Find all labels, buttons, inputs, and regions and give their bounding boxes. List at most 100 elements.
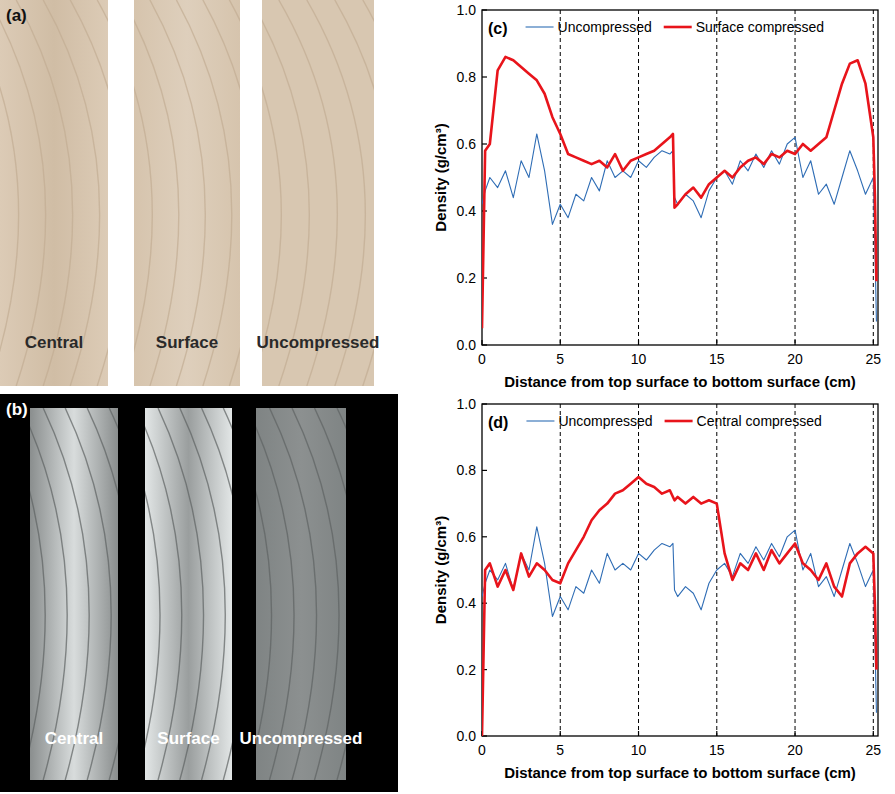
x-tick-label: 25 [866, 351, 882, 367]
grain-line [262, 0, 309, 386]
series-group [482, 57, 876, 328]
legend-label: Central compressed [697, 413, 822, 429]
grid-line [795, 404, 796, 736]
grain-line [158, 408, 203, 780]
grain-line [145, 408, 182, 780]
y-tick-label: 0.6 [457, 136, 477, 152]
y-tick-label: 0.6 [457, 529, 477, 545]
grain-line [43, 0, 99, 386]
grain-line [270, 408, 317, 780]
y-tick-label: 1.0 [457, 2, 477, 18]
grain-line [134, 0, 179, 386]
grain-line [65, 408, 111, 780]
legend-swatch [665, 420, 693, 423]
legend-swatch [526, 26, 554, 27]
grain-line [70, 0, 108, 386]
grain-line [279, 0, 338, 386]
grain-line [203, 0, 240, 386]
grain-line [335, 0, 374, 386]
x-tick [794, 731, 795, 736]
chart: 05101520250.00.20.40.60.81.0(c)Uncompres… [432, 2, 881, 390]
grain-line [223, 408, 232, 780]
grid-line [795, 10, 796, 345]
panel-letter: (d) [488, 414, 508, 431]
grain-line [363, 0, 374, 386]
grain-line [150, 0, 205, 386]
series-line [482, 477, 876, 736]
photo-panel: Central Surface Uncompressed (a) [0, 0, 449, 386]
panel-letter: (b) [6, 400, 28, 419]
grain-line [87, 408, 118, 780]
grain-line [180, 408, 225, 780]
legend-label: Surface compressed [696, 19, 824, 35]
x-tick [873, 340, 874, 345]
x-tick [716, 731, 717, 736]
grid-line [560, 10, 561, 345]
photo-background [0, 394, 398, 792]
legend-swatch [664, 26, 692, 29]
x-tick-label: 10 [631, 742, 647, 758]
grain-line [97, 0, 108, 386]
grain-line [256, 408, 294, 780]
x-tick-label: 0 [478, 351, 486, 367]
x-tick [716, 340, 717, 345]
x-tick-label: 0 [478, 742, 486, 758]
grain-line [337, 408, 346, 780]
legend-label: Uncompressed [558, 413, 652, 429]
grain-line [0, 0, 46, 386]
grain-group [256, 408, 346, 780]
y-tick [482, 536, 487, 537]
y-tick [482, 143, 487, 144]
grain-line [292, 408, 339, 780]
x-tick-label: 10 [631, 351, 647, 367]
grain-line [307, 0, 366, 386]
y-tick-label: 0.8 [457, 69, 477, 85]
grain-group [134, 0, 240, 386]
y-tick-label: 0.8 [457, 462, 477, 478]
series-line [482, 134, 876, 322]
x-tick-label: 20 [787, 742, 803, 758]
y-tick-label: 0.2 [457, 662, 477, 678]
x-axis-title: Distance from top surface to bottom surf… [504, 764, 856, 781]
x-tick-label: 25 [866, 742, 882, 758]
x-tick-label: 5 [556, 351, 564, 367]
photo-panel: CentralSurfaceUncompressed(b) [0, 394, 407, 792]
grain-group [262, 0, 374, 386]
legend-swatch [526, 420, 554, 421]
strip-label: Uncompressed [240, 729, 363, 748]
grain-group [30, 408, 118, 780]
series-group [482, 477, 876, 736]
y-tick [482, 470, 487, 471]
strip-label: Central [25, 333, 84, 352]
legend: UncompressedSurface compressed [526, 19, 825, 35]
grain-line [109, 408, 118, 780]
strip-label: Central [45, 729, 104, 748]
grain-group [145, 408, 232, 780]
y-tick-label: 0.0 [457, 337, 477, 353]
x-axis-title: Distance from top surface to bottom surf… [504, 373, 856, 390]
y-tick-label: 0.4 [457, 203, 477, 219]
grain-line [229, 0, 240, 386]
grid-line [638, 404, 639, 736]
x-tick-label: 5 [556, 742, 564, 758]
grain-line [30, 408, 67, 780]
grain-line [176, 0, 231, 386]
x-tick [794, 340, 795, 345]
y-axis-title: Density (g/cm³) [432, 516, 449, 624]
x-tick [873, 731, 874, 736]
grain-line [43, 408, 89, 780]
x-tick [638, 731, 639, 736]
strip-label: Surface [156, 333, 218, 352]
y-axis-title: Density (g/cm³) [432, 123, 449, 231]
figure: Central Surface Uncompressed (a) Central Surf… [0, 0, 895, 794]
y-tick-label: 0.2 [457, 270, 477, 286]
series-line [482, 57, 876, 328]
chart: 05101520250.00.20.40.60.81.0(d)Uncompres… [432, 396, 881, 781]
panel-letter: (a) [6, 6, 27, 25]
x-tick [560, 731, 561, 736]
y-tick [482, 76, 487, 77]
y-tick-label: 1.0 [457, 396, 477, 412]
x-tick [560, 340, 561, 345]
strip-label: Uncompressed [257, 333, 380, 352]
legend: Uncompressed Central compressed [526, 413, 821, 429]
